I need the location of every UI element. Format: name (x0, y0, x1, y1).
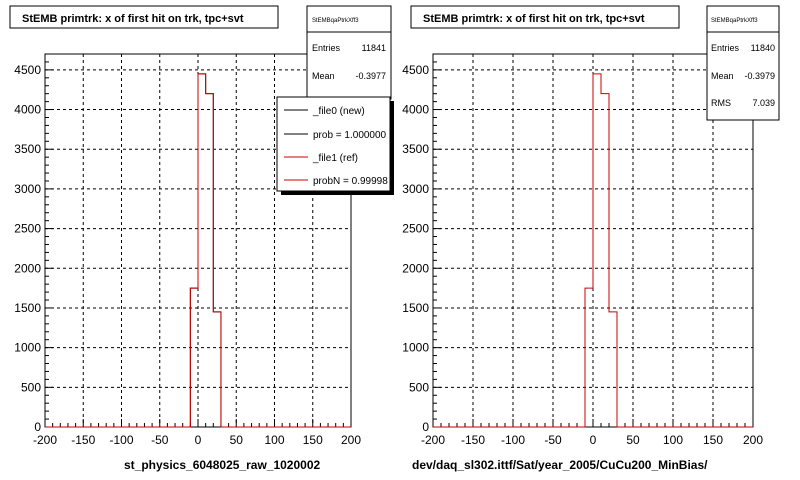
x-axis-label: st_physics_6048025_raw_1020002 (124, 458, 320, 472)
x-tick-label: 0 (590, 433, 597, 447)
x-tick-label: -200 (33, 433, 57, 447)
stats-rms-label: RMS (711, 98, 731, 108)
legend-label-ref: _file1 (ref) (312, 153, 358, 164)
plot-area: -200 -150 -100 -50 0 50 100 150 2000500100015002… (402, 53, 763, 447)
legend-label-prob: prob = 1.000000 (313, 130, 387, 141)
x-tick-label: -100 (109, 433, 133, 447)
y-tick-label: 3500 (14, 142, 41, 156)
x-tick-label: -150 (461, 433, 485, 447)
stats-entries-label: Entries (711, 43, 740, 53)
y-tick-label: 2500 (14, 222, 41, 236)
y-tick-label: 4000 (14, 103, 41, 117)
y-tick-label: 4000 (402, 103, 429, 117)
stats-rms-value: 7.039 (752, 98, 775, 108)
y-tick-label: 500 (409, 380, 429, 394)
x-tick-label: 200 (341, 433, 361, 447)
y-tick-label: 1500 (14, 301, 41, 315)
stats-entries-label: Entries (312, 43, 341, 53)
stats-box: StEMBqaPtrkXff3 Entries 11841 Mean -0.39… (306, 5, 392, 100)
x-tick-label: -200 (421, 433, 445, 447)
x-tick-label: -150 (71, 433, 95, 447)
histogram-series-0 (433, 73, 753, 428)
y-tick-label: 3500 (402, 142, 429, 156)
legend-label-new: _file0 (new) (312, 106, 365, 117)
x-axis-label: dev/daq_sl302.ittf/Sat/year_2005/CuCu200… (412, 458, 708, 472)
y-tick-label: 0 (422, 420, 429, 434)
y-tick-label: 4500 (14, 63, 41, 77)
x-tick-label: -50 (151, 433, 169, 447)
x-tick-label: 150 (303, 433, 323, 447)
y-tick-label: 1000 (402, 341, 429, 355)
x-tick-label: -50 (544, 433, 562, 447)
stats-mean-value: -0.3977 (355, 71, 386, 81)
y-tick-label: 2500 (402, 222, 429, 236)
y-tick-label: 2000 (402, 261, 429, 275)
stats-entries-value: 11841 (362, 43, 386, 53)
chart-panel-right: StEMB primtrk: x of first hit on trk, tp… (402, 5, 780, 472)
x-tick-label: 50 (626, 433, 640, 447)
legend: _file0 (new) prob = 1.000000 _file1 (ref… (276, 96, 394, 195)
x-tick-label: 50 (230, 433, 244, 447)
y-tick-label: 1000 (14, 341, 41, 355)
y-tick-label: 4500 (402, 63, 429, 77)
x-tick-label: 0 (195, 433, 202, 447)
chart-title: StEMB primtrk: x of first hit on trk, tp… (22, 13, 244, 25)
x-tick-label: 200 (743, 433, 763, 447)
stats-mean-label: Mean (312, 71, 335, 81)
x-tick-label: 100 (663, 433, 683, 447)
chart-title-box (9, 5, 279, 29)
stats-mean-label: Mean (711, 71, 734, 81)
stats-mean-value: -0.3979 (744, 71, 775, 81)
x-tick-label: 100 (264, 433, 284, 447)
y-tick-label: 3000 (402, 182, 429, 196)
chart-panel-left: StEMB primtrk: x of first hit on trk, tp… (9, 5, 394, 472)
y-tick-label: 2000 (14, 261, 41, 275)
x-tick-label: -100 (501, 433, 525, 447)
chart-title-box (410, 5, 680, 29)
y-tick-label: 3000 (14, 182, 41, 196)
y-tick-label: 0 (34, 420, 41, 434)
y-tick-label: 1500 (402, 301, 429, 315)
y-tick-label: 500 (21, 380, 41, 394)
stats-title: StEMBqaPtrkXff3 (312, 18, 359, 24)
chart-title: StEMB primtrk: x of first hit on trk, tp… (423, 13, 645, 25)
x-tick-label: 150 (703, 433, 723, 447)
histogram-series-1 (45, 73, 351, 428)
legend-label-probn: probN = 0.99998 (313, 176, 388, 187)
stats-box: StEMBqaPtrkXff3 Entries 11840 Mean -0.39… (706, 5, 780, 121)
stats-title: StEMBqaPtrkXff3 (711, 18, 758, 24)
stats-entries-value: 11840 (751, 43, 775, 53)
